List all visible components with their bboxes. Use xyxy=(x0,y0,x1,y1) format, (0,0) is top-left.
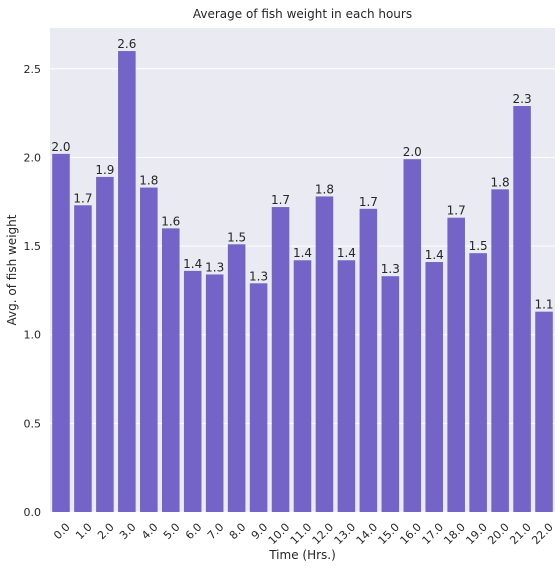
bar-value-label: 1.8 xyxy=(315,182,334,196)
bar-value-label: 1.4 xyxy=(183,257,202,271)
bar-value-label: 1.8 xyxy=(491,175,510,189)
bar xyxy=(74,205,92,513)
y-axis-label: Avg. of fish weight xyxy=(5,214,19,325)
x-tick-label: 19.0 xyxy=(463,521,490,548)
bar xyxy=(293,260,312,512)
bar-value-label: 2.6 xyxy=(117,37,136,51)
x-tick-label: 6.0 xyxy=(183,521,205,543)
bar xyxy=(403,159,422,512)
bar-value-label: 2.0 xyxy=(51,140,70,154)
x-tick-label: 11.0 xyxy=(288,521,315,548)
bar xyxy=(513,106,531,512)
y-tick-label: 2.5 xyxy=(24,63,42,76)
bar-value-label: 1.7 xyxy=(359,195,378,209)
x-tick-label: 7.0 xyxy=(205,521,227,543)
bars xyxy=(52,51,553,513)
x-tick-label: 18.0 xyxy=(441,521,468,548)
x-tick-label: 8.0 xyxy=(227,521,249,543)
bar-value-label: 1.4 xyxy=(337,246,356,260)
bar xyxy=(491,189,509,513)
bar xyxy=(315,196,334,512)
bar-value-label: 1.7 xyxy=(447,204,466,218)
bar xyxy=(447,217,465,512)
bar xyxy=(161,228,180,513)
x-tick-label: 12.0 xyxy=(310,521,337,548)
bar-value-label: 1.3 xyxy=(205,260,224,274)
bar-value-label: 1.7 xyxy=(271,193,290,207)
bar xyxy=(249,283,268,512)
bar xyxy=(118,51,136,513)
bar-value-label: 1.1 xyxy=(534,298,553,312)
y-axis-ticks: 0.0 0.5 1.0 1.5 2.0 2.5 xyxy=(24,63,42,519)
x-axis-ticks: 0.0 1.0 2.0 3.0 4.0 5.0 6.0 7.0 8.0 9.010.011.012… xyxy=(51,521,556,548)
x-tick-label: 4.0 xyxy=(139,521,161,543)
data-labels: 2.01.71.92.61.81.61.4 1.31.51.31.71.41.81… xyxy=(51,37,553,312)
x-tick-label: 10.0 xyxy=(266,521,293,548)
x-tick-label: 21.0 xyxy=(507,521,534,548)
chart-title: Average of fish weight in each hours xyxy=(193,7,412,21)
x-tick-label: 13.0 xyxy=(332,521,359,548)
x-axis-label: Time (Hrs.) xyxy=(268,548,336,562)
x-tick-label: 14.0 xyxy=(354,521,381,548)
bar xyxy=(140,187,158,513)
x-tick-label: 17.0 xyxy=(420,521,447,548)
bar-value-label: 2.3 xyxy=(513,92,532,106)
bar xyxy=(535,311,553,512)
x-tick-label: 1.0 xyxy=(73,521,95,543)
bar-value-label: 1.4 xyxy=(425,248,444,262)
x-tick-label: 20.0 xyxy=(485,521,512,548)
y-tick-label: 2.0 xyxy=(24,151,42,164)
y-tick-label: 0.0 xyxy=(24,506,42,519)
x-tick-label: 0.0 xyxy=(51,521,73,543)
bar-value-label: 1.9 xyxy=(95,163,114,177)
x-tick-label: 16.0 xyxy=(398,521,425,548)
bar-value-label: 1.5 xyxy=(227,230,246,244)
bar xyxy=(469,253,487,512)
bar xyxy=(337,260,356,512)
x-tick-label: 15.0 xyxy=(376,521,403,548)
bar-value-label: 1.5 xyxy=(469,239,488,253)
bar xyxy=(96,176,114,512)
bar xyxy=(52,153,70,512)
bar xyxy=(381,276,400,512)
bar xyxy=(425,262,444,512)
bar xyxy=(227,244,246,513)
bar xyxy=(183,270,202,512)
x-tick-label: 3.0 xyxy=(117,521,139,543)
bar-value-label: 1.3 xyxy=(381,262,400,276)
y-tick-label: 1.0 xyxy=(24,329,42,342)
x-tick-label: 5.0 xyxy=(161,521,183,543)
x-tick-label: 22.0 xyxy=(529,521,556,548)
bar-value-label: 1.4 xyxy=(293,246,312,260)
bar xyxy=(271,207,290,513)
x-tick-label: 2.0 xyxy=(95,521,117,543)
bar-value-label: 1.8 xyxy=(139,174,158,188)
y-tick-label: 1.5 xyxy=(24,240,42,253)
bar-value-label: 1.3 xyxy=(249,269,268,283)
bar xyxy=(205,274,224,512)
bar-value-label: 1.7 xyxy=(73,191,92,205)
y-tick-label: 0.5 xyxy=(24,417,42,430)
bar-value-label: 1.6 xyxy=(161,214,180,228)
bar-value-label: 2.0 xyxy=(403,145,422,159)
bar xyxy=(359,208,378,513)
